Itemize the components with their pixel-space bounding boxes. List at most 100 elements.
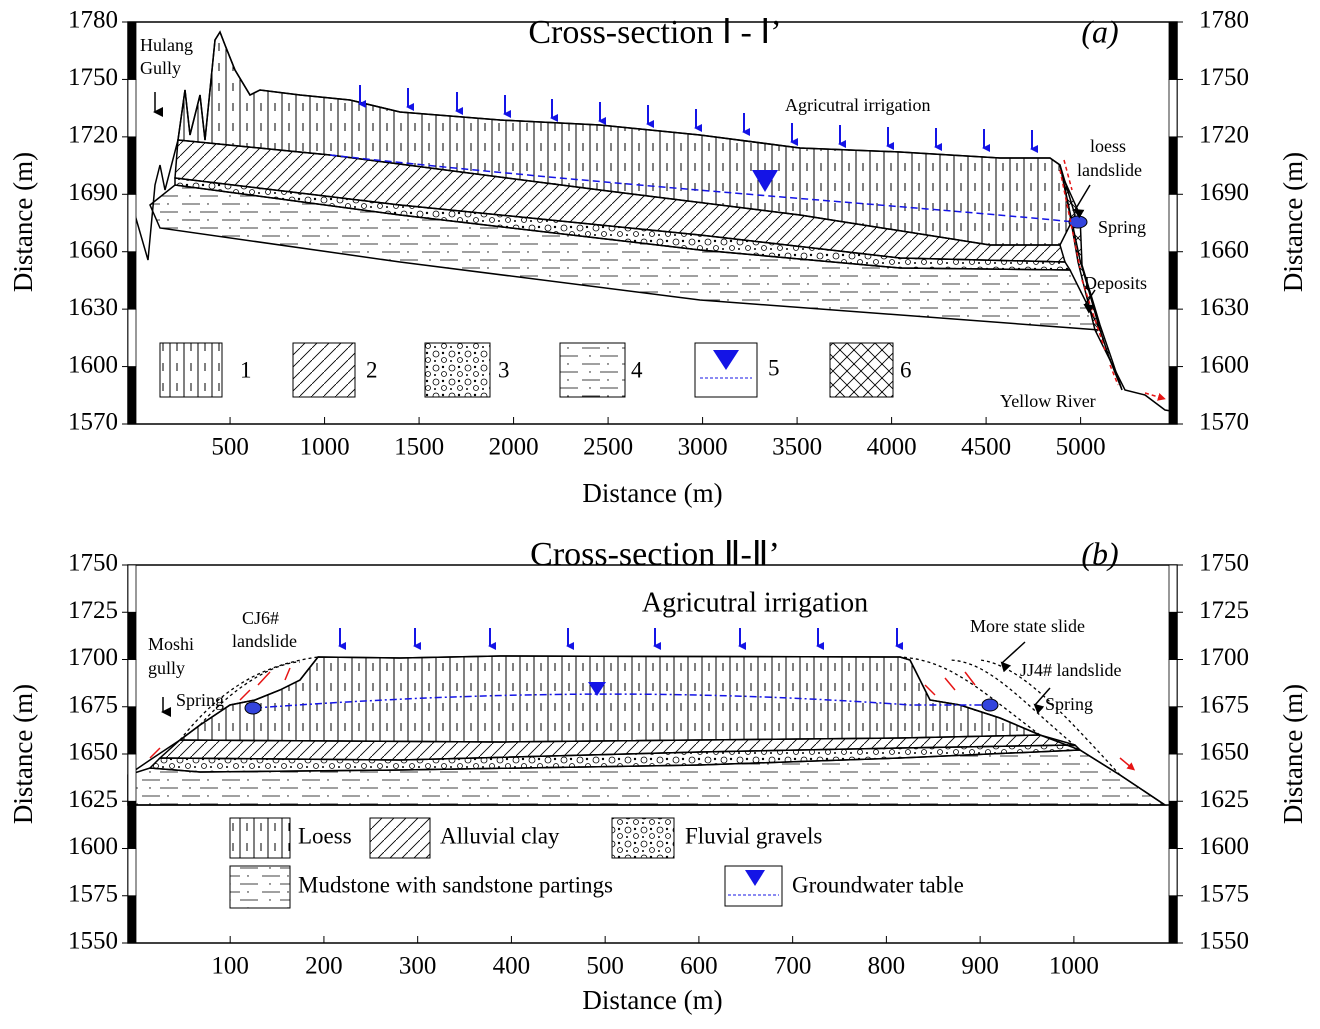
legend-label: 3 (498, 357, 510, 382)
spring-marker (245, 702, 261, 714)
scale-strip (1169, 707, 1177, 754)
x-tick-label: 700 (774, 953, 812, 980)
y-tick-label: 1690 (1199, 179, 1249, 206)
annotation: Spring (1045, 694, 1093, 714)
x-tick-label: 2000 (489, 434, 539, 461)
scale-strip (128, 367, 136, 424)
annotation: JJ4# landslide (1020, 660, 1122, 680)
scale-strip (128, 565, 136, 612)
annotation: Hulang (140, 35, 193, 55)
legend-label: 4 (631, 357, 643, 382)
y-tick-label: 1750 (1199, 550, 1249, 577)
scale-strip (1169, 849, 1177, 896)
scale-strip (1169, 137, 1177, 194)
annotation: Agricutral irrigation (785, 95, 930, 115)
y-tick-label: 1675 (1199, 691, 1249, 718)
scale-strip (1169, 754, 1177, 801)
y-tick-label: 1600 (1199, 833, 1249, 860)
x-tick-label: 3500 (772, 434, 822, 461)
legend-swatch (370, 818, 430, 858)
y-tick-label: 1675 (68, 691, 118, 718)
legend-swatch (560, 343, 625, 397)
y-tick-label: 1780 (1199, 7, 1249, 34)
y-tick-label: 1570 (1199, 409, 1249, 436)
scale-strip (128, 22, 136, 79)
y-tick-label: 1700 (1199, 644, 1249, 671)
scale-strip (1169, 309, 1177, 366)
x-axis-label: Distance (m) (582, 478, 722, 508)
panel-label: (a) (1081, 13, 1118, 49)
scale-strip (128, 707, 136, 754)
y-axis-label: Distance (m) (8, 152, 38, 292)
scale-strip (1169, 79, 1177, 136)
annotation: Deposits (1084, 273, 1147, 293)
y-tick-label: 1550 (68, 928, 118, 955)
y-tick-label: 1625 (68, 786, 118, 813)
annotation: Spring (1098, 217, 1146, 237)
y-tick-label: 1575 (68, 880, 118, 907)
legend-label: Alluvial clay (440, 823, 560, 848)
y-tick-label: 1660 (1199, 236, 1249, 263)
annotation: CJ6# (242, 608, 279, 628)
pointer-arrow (1075, 185, 1090, 210)
irrigation-arrows (340, 628, 897, 646)
annotation: Agricutral irrigation (642, 587, 868, 618)
annotation: Moshi (148, 634, 194, 654)
x-axis-label: Distance (m) (582, 985, 722, 1015)
scale-strip (1169, 801, 1177, 848)
scale-strip (1169, 660, 1177, 707)
cross-section-a: Hulang Gully Agricutral irrigation loess… (135, 32, 1177, 412)
legend-swatch (230, 866, 290, 908)
legend-label: Mudstone with sandstone partings (298, 872, 613, 897)
annotation: loess (1090, 136, 1126, 156)
y-tick-label: 1720 (68, 122, 118, 149)
scale-strip (128, 79, 136, 136)
scale-strip (1169, 22, 1177, 79)
scale-strip (128, 252, 136, 309)
x-tick-label: 100 (211, 953, 249, 980)
legend-swatch (830, 343, 893, 397)
scale-strip (128, 309, 136, 366)
scale-strip (128, 660, 136, 707)
scale-strip (128, 849, 136, 896)
y-tick-label: 1720 (1199, 122, 1249, 149)
legend-swatch (293, 343, 355, 397)
x-tick-label: 1000 (300, 434, 350, 461)
y-tick-label: 1750 (1199, 64, 1249, 91)
x-tick-label: 4500 (961, 434, 1011, 461)
panel-label: (b) (1081, 535, 1118, 571)
legend-swatch (425, 343, 490, 397)
chart-title: Cross-section Ⅱ-Ⅱ’ (530, 536, 780, 573)
legend-label: Groundwater table (792, 872, 964, 897)
y-tick-label: 1600 (68, 833, 118, 860)
annotation: Yellow River (1000, 391, 1096, 411)
x-tick-label: 2500 (583, 434, 633, 461)
legend-swatch (160, 343, 222, 397)
x-tick-label: 800 (868, 953, 906, 980)
annotation: landslide (232, 631, 297, 651)
cross-section-b: Agricutral irrigation CJ6# landslide Mos… (128, 587, 1177, 908)
x-tick-label: 5000 (1056, 434, 1106, 461)
y-tick-label: 1690 (68, 179, 118, 206)
y-tick-label: 1600 (68, 351, 118, 378)
y-axis-label: Distance (m) (1278, 152, 1308, 292)
x-tick-label: 900 (961, 953, 999, 980)
scale-strip (128, 194, 136, 251)
annotation: landslide (1077, 160, 1142, 180)
scale-strip (1169, 896, 1177, 943)
x-tick-label: 4000 (867, 434, 917, 461)
legend-label: 5 (768, 355, 780, 380)
scale-strip (128, 137, 136, 194)
y-tick-label: 1725 (1199, 597, 1249, 624)
y-tick-label: 1550 (1199, 928, 1249, 955)
chart-title: Cross-section Ⅰ - Ⅰ’ (528, 14, 781, 51)
x-tick-label: 1000 (1049, 953, 1099, 980)
x-tick-label: 200 (305, 953, 343, 980)
y-axis-label: Distance (m) (1278, 684, 1308, 824)
y-tick-label: 1630 (68, 294, 118, 321)
scale-strip (128, 612, 136, 659)
annotation: Gully (140, 58, 181, 78)
legend-label: 1 (240, 357, 252, 382)
legend-label: 6 (900, 357, 912, 382)
x-tick-label: 500 (586, 953, 624, 980)
